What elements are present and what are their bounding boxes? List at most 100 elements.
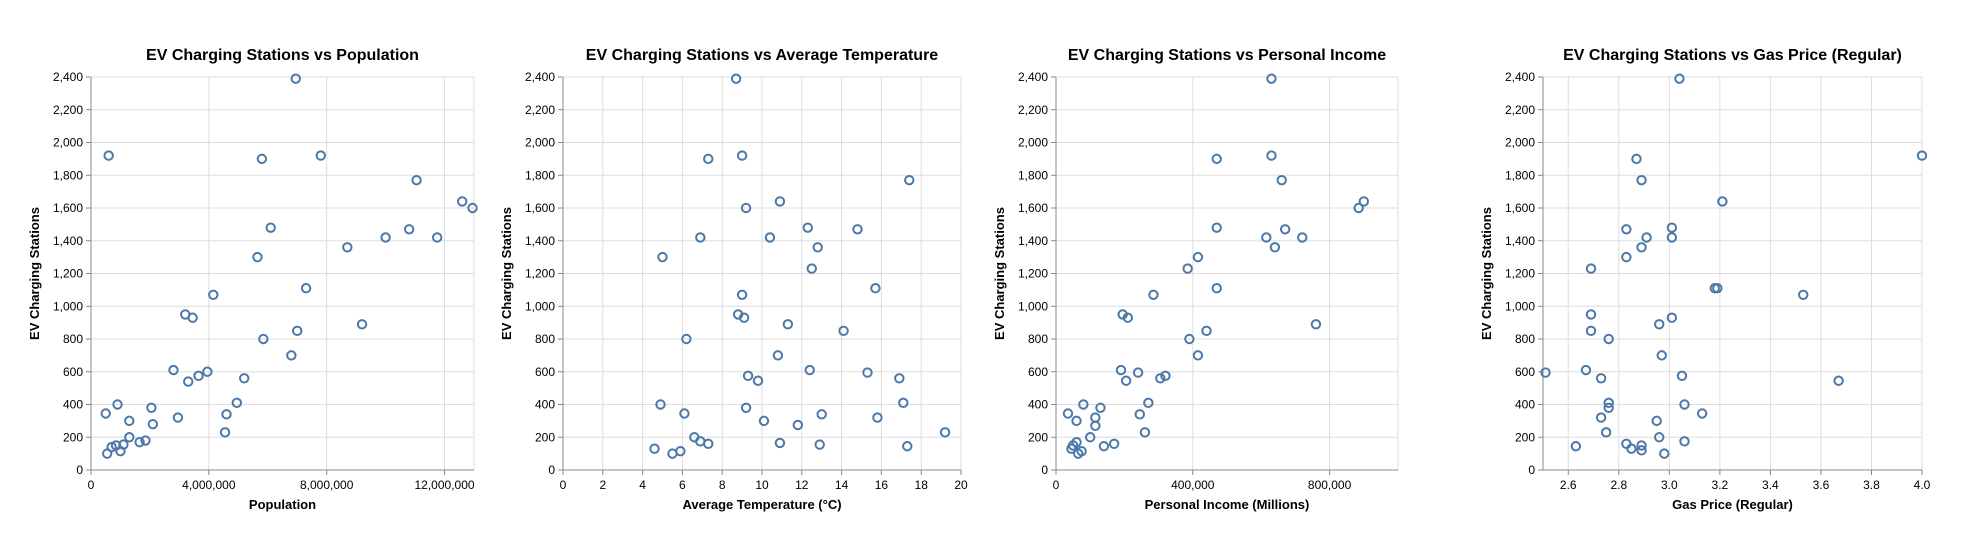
data-point — [1192, 350, 1204, 361]
chart-title: EV Charging Stations vs Personal Income — [1068, 47, 1386, 64]
data-point — [1709, 283, 1721, 294]
data-point — [290, 73, 301, 84]
data-point — [667, 448, 678, 459]
x-tick-label: 400,000 — [1171, 478, 1215, 492]
y-tick-label: 0 — [1041, 463, 1048, 477]
data-point — [1182, 263, 1193, 274]
x-axis-title: Average Temperature (°C) — [682, 497, 841, 512]
data-point — [258, 333, 269, 345]
x-tick-label: 20 — [954, 478, 968, 492]
y-tick-label: 2,200 — [53, 103, 83, 117]
data-point — [1585, 325, 1597, 337]
data-point — [1062, 408, 1074, 419]
x-tick-label: 4 — [639, 478, 646, 492]
data-point — [1626, 443, 1637, 454]
data-point — [1636, 440, 1647, 451]
data-point — [1098, 441, 1110, 452]
data-point — [1659, 448, 1670, 459]
data-point — [1211, 153, 1222, 165]
x-tick-label: 0 — [560, 478, 567, 492]
data-point — [872, 412, 883, 423]
y-tick-label: 1,800 — [525, 168, 555, 182]
y-axis-title: EV Charging Stations — [1479, 207, 1494, 340]
data-point — [742, 370, 754, 382]
y-tick-label: 400 — [535, 398, 555, 412]
data-point — [356, 319, 368, 330]
x-tick-label: 3.8 — [1863, 478, 1880, 492]
y-tick-label: 1,800 — [53, 168, 83, 182]
x-tick-label: 6 — [679, 478, 686, 492]
data-point — [1310, 319, 1322, 330]
data-point — [1674, 73, 1685, 84]
y-tick-label: 2,000 — [1018, 136, 1048, 150]
data-point — [1717, 196, 1728, 207]
y-tick-label: 2,400 — [53, 70, 83, 84]
y-tick-label: 1,600 — [1505, 201, 1535, 215]
y-tick-label: 1,200 — [525, 267, 555, 281]
data-point — [1585, 309, 1597, 320]
data-point — [106, 441, 117, 453]
y-tick-label: 1,800 — [1505, 168, 1535, 182]
data-point — [1641, 232, 1652, 243]
y-tick-label: 2,400 — [525, 70, 555, 84]
data-point — [838, 325, 849, 337]
data-point — [1071, 415, 1082, 427]
y-tick-label: 600 — [1515, 365, 1535, 379]
chart-title: EV Charging Stations vs Population — [146, 47, 419, 64]
x-tick-label: 18 — [915, 478, 929, 492]
y-tick-label: 2,000 — [53, 136, 83, 150]
data-point — [804, 364, 815, 376]
data-point — [411, 174, 422, 186]
data-point — [1353, 202, 1364, 214]
data-point — [219, 427, 231, 438]
data-point — [1155, 373, 1166, 384]
data-point — [1266, 150, 1277, 161]
y-axis-title: EV Charging Stations — [992, 207, 1007, 340]
data-point — [1211, 283, 1222, 294]
data-point — [147, 418, 159, 430]
data-point — [898, 397, 909, 409]
y-tick-label: 1,600 — [1018, 201, 1048, 215]
data-point — [902, 441, 913, 452]
data-point — [1148, 289, 1159, 300]
data-point — [814, 439, 825, 450]
data-point — [140, 435, 151, 446]
data-point — [286, 350, 297, 361]
data-point — [1160, 370, 1171, 382]
data-point — [1115, 364, 1127, 376]
y-tick-label: 400 — [1515, 398, 1535, 412]
data-point — [146, 402, 157, 413]
data-point — [1266, 73, 1277, 84]
data-point — [1090, 412, 1101, 423]
data-point — [681, 333, 692, 345]
x-tick-label: 8 — [719, 478, 726, 492]
data-point — [1631, 153, 1642, 165]
data-point — [1269, 242, 1281, 253]
data-point — [1621, 438, 1632, 449]
data-point — [1666, 312, 1678, 323]
data-point — [1580, 364, 1592, 376]
y-tick-label: 1,400 — [53, 234, 83, 248]
data-point — [1122, 312, 1134, 323]
data-point — [187, 312, 198, 323]
data-point — [1108, 438, 1120, 449]
data-point — [431, 232, 443, 243]
data-point — [1636, 445, 1647, 456]
y-axis-title: EV Charging Stations — [499, 207, 514, 340]
data-point — [730, 73, 742, 84]
data-point — [862, 367, 873, 378]
y-tick-label: 0 — [548, 463, 555, 477]
data-point — [1696, 408, 1708, 419]
chart-panel-2: 02004006008001,0001,2001,4001,6001,8002,… — [499, 47, 968, 512]
data-point — [208, 289, 219, 300]
data-point — [342, 242, 353, 253]
data-point — [1621, 251, 1632, 263]
x-tick-label: 4,000,000 — [182, 478, 236, 492]
x-axis-title: Gas Price (Regular) — [1672, 497, 1793, 512]
data-point — [1540, 367, 1551, 378]
data-point — [1595, 373, 1607, 384]
data-point — [870, 283, 881, 294]
data-point — [124, 415, 135, 427]
y-tick-label: 1,400 — [1018, 234, 1048, 248]
y-tick-label: 2,400 — [1505, 70, 1535, 84]
